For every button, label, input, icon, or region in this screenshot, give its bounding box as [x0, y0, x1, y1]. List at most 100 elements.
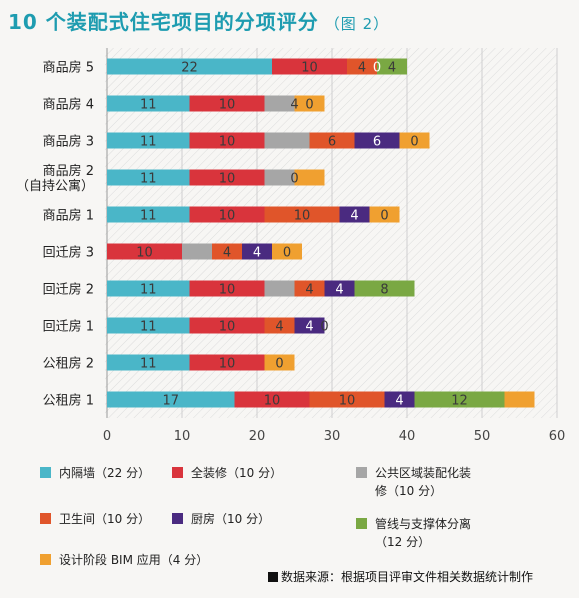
data-label: 4: [358, 61, 366, 76]
bar-segment: [107, 243, 182, 260]
bar-segment: [264, 317, 295, 334]
data-label: 0: [373, 61, 381, 76]
bar-segment: [309, 391, 385, 408]
data-label: 4: [395, 394, 403, 409]
bar-segment: [234, 391, 310, 408]
x-tick-label: 60: [549, 429, 566, 444]
x-tick-label: 20: [249, 429, 266, 444]
bar-segment: [309, 132, 355, 149]
bar-segment: [107, 280, 190, 297]
data-label: 4: [388, 61, 396, 76]
y-category-label: （自持公寓）: [16, 178, 94, 194]
chart-title-text: 10 个装配式住宅项目的分项评分: [8, 10, 319, 34]
bar-segment: [189, 132, 265, 149]
bar-segment: [339, 206, 370, 223]
bar-segment: [324, 280, 355, 297]
bar-segment: [294, 317, 325, 334]
data-label: 11: [140, 357, 157, 372]
bar-segment: [264, 132, 310, 149]
bar-segment: [107, 95, 190, 112]
data-label: 12: [451, 394, 468, 409]
data-label: 11: [140, 172, 157, 187]
bar-segment: [264, 354, 295, 371]
data-labels-layer: 22 10 4 0 411 10 4 011 10 6 6 011 10 011 10 10 4 010 4 4 011…: [136, 61, 468, 409]
bar-segment: [107, 317, 190, 334]
bar-segment: [264, 169, 295, 186]
y-category-label: 回迁房 1: [43, 319, 94, 335]
data-source-note: 数据来源：根据项目评审文件相关数据统计制作: [268, 568, 533, 585]
data-label: 4: [335, 283, 343, 298]
bar-segment: [294, 95, 325, 112]
bar-segment: [189, 95, 265, 112]
data-label: 4: [275, 320, 283, 335]
data-label: 22: [181, 61, 198, 76]
bar-segment: [107, 58, 272, 75]
x-tick-label: 40: [399, 429, 416, 444]
bar-segment: [189, 280, 265, 297]
y-category-label: 公租房 2: [43, 356, 94, 372]
y-axis-categories: 商品房 5 商品房 4 商品房 3 商品房 2（自持公寓） 商品房 1 回迁房 3 回迁房 …: [16, 60, 94, 409]
y-category-label: 商品房 1: [43, 208, 94, 224]
bar-segment: [182, 243, 212, 260]
data-label: 17: [162, 394, 179, 409]
bar-segment: [369, 206, 400, 223]
bar-segment: [107, 169, 190, 186]
bar-segment: [272, 58, 347, 75]
data-label: 0: [320, 320, 328, 335]
data-label: 10: [264, 394, 281, 409]
bar-segment: [272, 243, 302, 260]
bar-segment: [189, 317, 265, 334]
bar-segment: [294, 169, 325, 186]
source-square-icon: [268, 572, 278, 582]
data-label: 0: [380, 209, 388, 224]
data-label: 10: [219, 172, 236, 187]
x-tick-label: 10: [174, 429, 191, 444]
y-category-label: 回迁房 3: [43, 245, 94, 261]
bar-segment: [212, 243, 242, 260]
data-label: 6: [328, 135, 336, 150]
data-label: 6: [373, 135, 381, 150]
bar-segment: [399, 132, 430, 149]
data-label: 10: [294, 209, 311, 224]
data-label: 11: [140, 98, 157, 113]
bar-segment: [504, 391, 535, 408]
bar-segment: [264, 206, 340, 223]
bar-segment: [189, 206, 265, 223]
data-label: 4: [305, 283, 313, 298]
bar-segment: [107, 132, 190, 149]
chart-subtitle: （图 2）: [324, 15, 390, 33]
data-label: 10: [339, 394, 356, 409]
chart-title: 10 个装配式住宅项目的分项评分 （图 2）: [8, 6, 389, 35]
data-label: 11: [140, 209, 157, 224]
data-label: 4: [305, 320, 313, 335]
y-category-label: 商品房 5: [43, 60, 94, 76]
y-category-label: 商品房 2: [43, 163, 94, 179]
x-axis-ticks: 0 10 20 30 40 50 60: [103, 429, 565, 444]
bar-segment: [107, 206, 190, 223]
data-label: 11: [140, 283, 157, 298]
data-label: 10: [301, 61, 318, 76]
data-label: 10: [219, 98, 236, 113]
bar-segment: [294, 280, 325, 297]
y-category-label: 回迁房 2: [43, 282, 94, 298]
data-label: 10: [219, 320, 236, 335]
data-label: 10: [219, 209, 236, 224]
data-label: 10: [219, 283, 236, 298]
bar-segment: [354, 280, 415, 297]
data-source-text: 数据来源：根据项目评审文件相关数据统计制作: [281, 570, 534, 584]
data-label: 11: [140, 320, 157, 335]
bar-segment: [414, 391, 505, 408]
bar-segment: [264, 95, 295, 112]
data-label: 0: [290, 172, 298, 187]
bar-segment: [347, 58, 377, 75]
data-label: 0: [275, 357, 283, 372]
bar-segment: [377, 58, 407, 75]
bar-segment: [384, 391, 415, 408]
bar-segment: [264, 280, 295, 297]
bar-segment: [189, 354, 265, 371]
data-label: 4: [253, 246, 261, 261]
y-category-label: 商品房 3: [43, 134, 94, 150]
x-tick-label: 0: [103, 429, 111, 444]
data-label: 0: [410, 135, 418, 150]
